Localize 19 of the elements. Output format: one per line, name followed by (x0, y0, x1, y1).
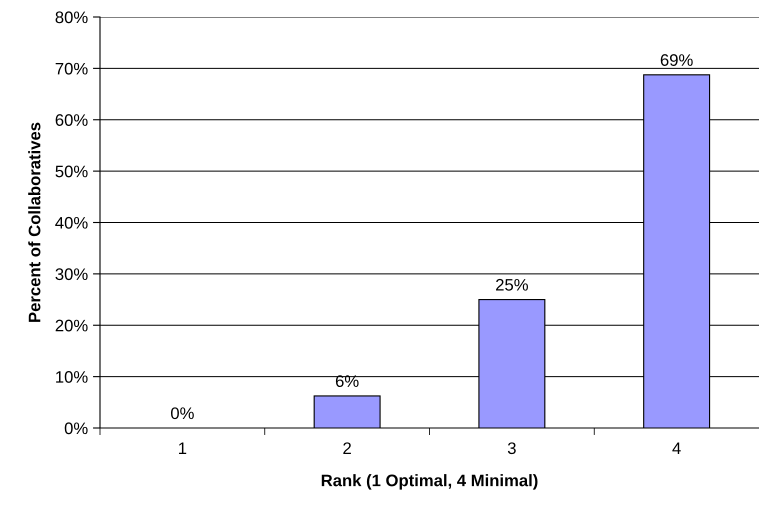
y-axis-title: Percent of Collaboratives (28, 122, 40, 322)
data-label: 6% (336, 375, 359, 388)
data-label: 69% (660, 54, 693, 66)
y-tick-label: 50% (56, 166, 88, 178)
y-tick-label: 40% (55, 216, 88, 229)
x-tick-label: 4 (672, 442, 681, 454)
x-tick-label: 2 (343, 442, 351, 454)
data-label: 0% (170, 407, 194, 420)
x-tick-label: 1 (179, 442, 186, 454)
y-tick-label: 20% (56, 320, 88, 332)
y-tick-label: 70% (56, 62, 88, 75)
x-tick-label: 3 (508, 442, 516, 454)
y-tick-label: 0% (64, 422, 88, 434)
y-tick-label: 80% (56, 11, 88, 24)
y-tick-label: 60% (56, 114, 88, 126)
y-tick-label: 30% (55, 268, 88, 280)
y-tick-label: 10% (56, 371, 88, 383)
data-label: 25% (496, 278, 528, 291)
x-axis-title: Rank (1 Optimal, 4 Minimal) (322, 474, 538, 490)
